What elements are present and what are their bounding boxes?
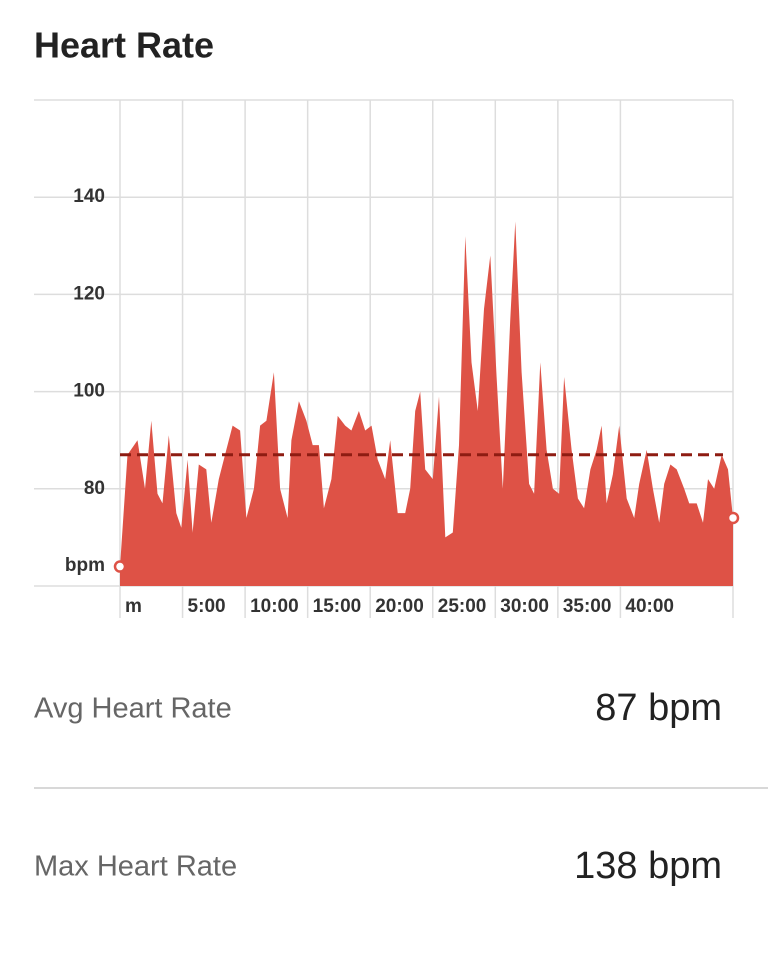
area [120,221,733,586]
stat-label: Max Heart Rate [34,851,237,883]
stat-label: Avg Heart Rate [34,693,232,725]
stat-value: 87 bpm [595,687,722,729]
chart: 80 100 120 140 m 5:00 10:00 15:00 20:00 25:00 30:0… [34,99,740,618]
x-tick-label: 25:00 [438,596,487,617]
x-tick-label: 30:00 [500,596,549,617]
y-tick-label: 80 [84,478,105,499]
title: Heart Rate [34,25,214,66]
x-tick-label: m [125,596,142,617]
end-marker [726,511,740,525]
x-tick-label: 35:00 [563,596,612,617]
x-tick-label: 10:00 [250,596,299,617]
x-tick-label: 20:00 [375,596,424,617]
x-tick-label: 5:00 [188,596,226,617]
y-tick-label: 120 [73,283,105,304]
stat-value: 138 bpm [574,845,722,887]
x-tick-label: 15:00 [313,596,362,617]
x-tick-label: 40:00 [625,596,674,617]
y-axis-label: bpm [65,555,105,576]
y-tick-label: 100 [73,381,105,402]
end-marker [113,560,127,573]
y-tick-label: 140 [73,186,105,207]
